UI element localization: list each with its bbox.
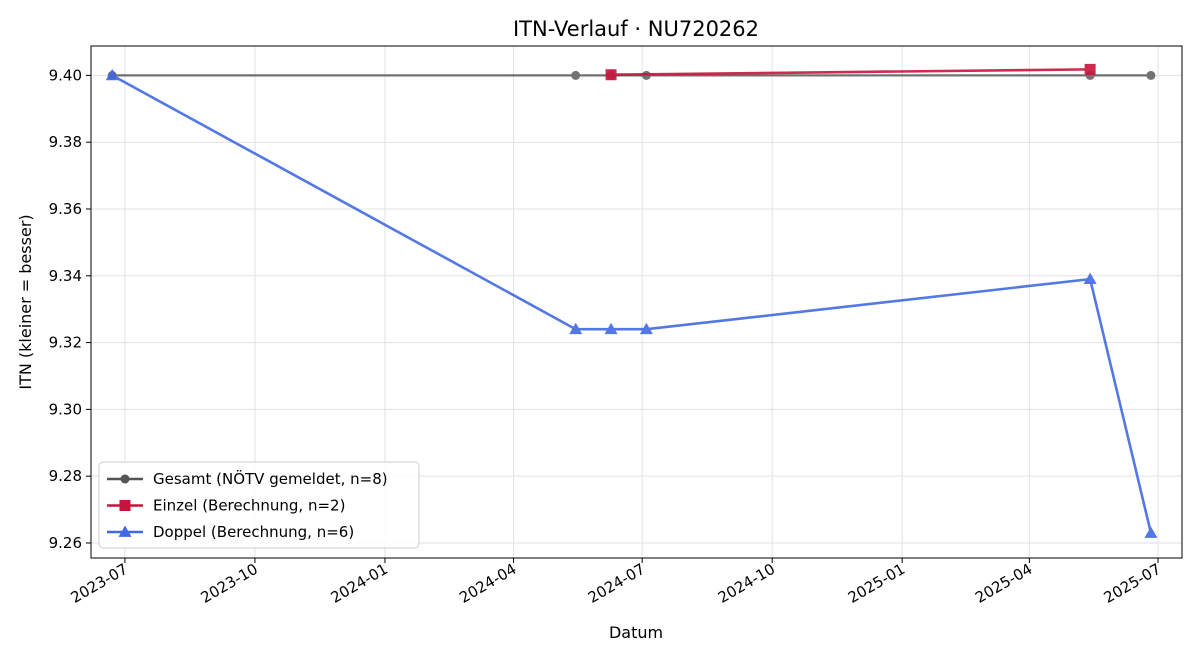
grid-lines	[91, 46, 1182, 558]
y-tick-label: 9.30	[49, 400, 82, 418]
data-point	[569, 322, 583, 335]
y-axis-label: ITN (kleiner = besser)	[16, 214, 35, 389]
data-point	[1144, 526, 1158, 538]
legend: Gesamt (NÖTV gemeldet, n=8) Einzel (Berec…	[98, 461, 420, 549]
y-tick-label: 9.32	[49, 334, 82, 352]
chart-title: ITN-Verlauf · NU720262	[513, 17, 759, 41]
x-tick-label: 2023-07	[68, 560, 131, 607]
legend-label: Gesamt (NÖTV gemeldet, n=8)	[153, 469, 388, 488]
legend-label: Einzel (Berechnung, n=2)	[153, 497, 345, 515]
legend-box	[98, 461, 420, 549]
legend-marker	[120, 474, 130, 484]
data-point	[105, 68, 119, 81]
legend-item: Doppel (Berechnung, n=6)	[107, 523, 354, 541]
y-tick-label: 9.34	[49, 267, 82, 285]
data-point	[1083, 272, 1097, 284]
data-series	[105, 63, 1158, 538]
legend-marker	[118, 525, 132, 537]
series-line	[111, 74, 1153, 534]
plot-area-frame	[90, 45, 1183, 559]
x-tick-label: 2024-01	[328, 560, 391, 607]
data-point	[571, 70, 581, 80]
data-point	[639, 322, 653, 335]
x-tick-label: 2024-04	[456, 560, 519, 607]
legend-label: Doppel (Berechnung, n=6)	[153, 523, 354, 541]
y-axis: 9.26 9.28 9.30 9.32 9.34 9.36 9.38 9.40	[49, 66, 91, 552]
y-tick-label: 9.28	[49, 467, 82, 485]
data-point	[1146, 70, 1156, 80]
y-tick-label: 9.36	[49, 200, 82, 218]
legend-marker	[119, 500, 131, 511]
x-axis: 2023-07 2023-10 2024-01 2024-04 2024-07 2024-…	[68, 558, 1164, 607]
y-tick-label: 9.26	[49, 534, 82, 552]
y-tick-label: 9.40	[49, 66, 82, 84]
x-tick-label: 2025-07	[1101, 560, 1164, 607]
y-tick-label: 9.38	[49, 133, 82, 151]
data-point	[604, 322, 618, 335]
x-tick-label: 2024-07	[585, 560, 648, 607]
series-line	[611, 68, 1091, 77]
legend-item: Gesamt (NÖTV gemeldet, n=8)	[107, 469, 388, 488]
series-1	[605, 63, 1096, 81]
x-tick-label: 2023-10	[198, 560, 261, 607]
data-point	[605, 69, 617, 81]
x-tick-label: 2025-01	[845, 560, 908, 607]
x-tick-label: 2024-10	[715, 560, 778, 607]
x-axis-label: Datum	[609, 623, 663, 642]
legend-item: Einzel (Berechnung, n=2)	[107, 497, 345, 515]
data-point	[1084, 63, 1096, 75]
x-tick-label: 2025-04	[972, 560, 1035, 607]
series-2	[105, 68, 1158, 538]
